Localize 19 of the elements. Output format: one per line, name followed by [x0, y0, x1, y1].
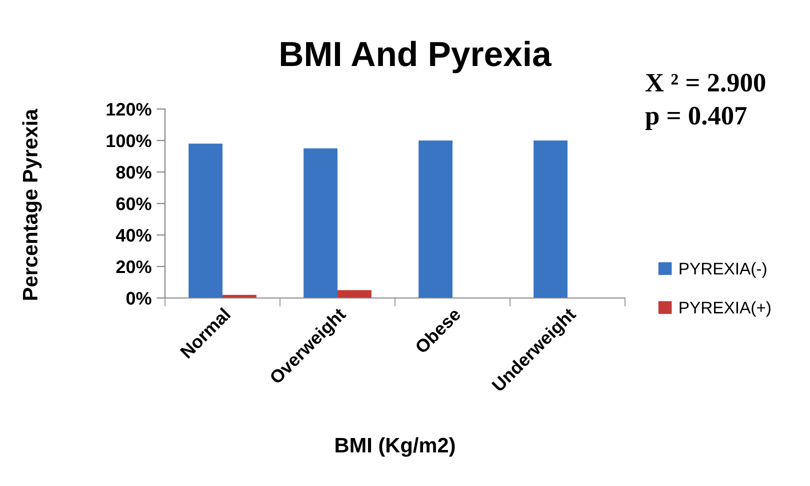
legend-label: PYREXIA(-) — [680, 262, 766, 278]
bar — [338, 290, 372, 298]
bar — [418, 140, 452, 298]
y-tick-label: 40% — [116, 228, 152, 242]
y-tick-label: 60% — [116, 197, 152, 210]
y-axis-title: Percentage Pyrexia — [22, 108, 42, 300]
y-tick-label: 0% — [126, 292, 152, 305]
legend-label: PYREXIA(+) — [680, 301, 770, 317]
bar — [188, 144, 222, 298]
text: X ² = 2.900 — [645, 74, 766, 92]
y-tick-label: 100% — [106, 134, 152, 148]
y-tick-label: 80% — [116, 166, 152, 179]
y-tick-label: 120% — [106, 102, 152, 116]
chart-title: BMI And Pyrexia — [280, 40, 552, 74]
text: p = 0.407 — [645, 106, 747, 130]
y-tick-label: 20% — [116, 260, 152, 274]
bar — [304, 148, 338, 298]
x-axis-title: BMI (Kg/m2) — [336, 437, 455, 457]
bar — [534, 140, 568, 298]
